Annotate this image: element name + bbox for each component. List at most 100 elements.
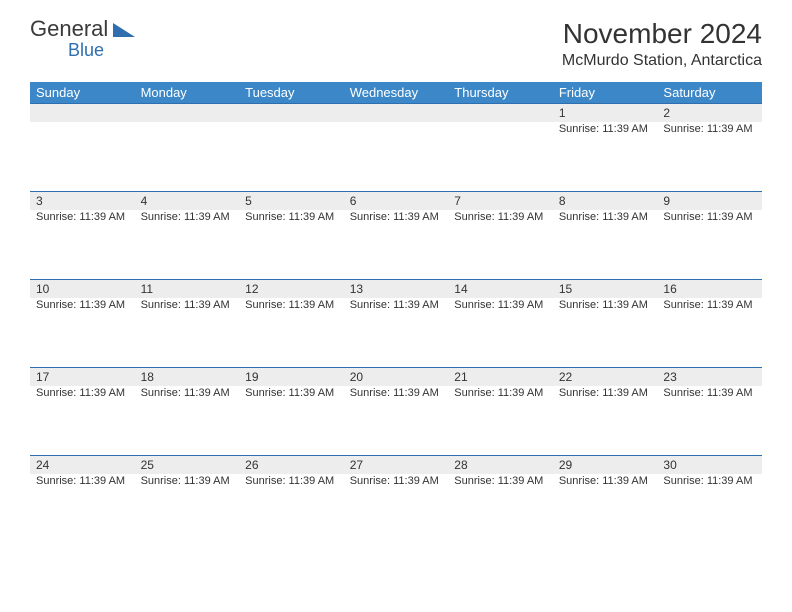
day-cell — [448, 104, 553, 191]
sunrise-event: Sunrise: 11:39 AM — [553, 122, 658, 136]
day-number: 20 — [344, 368, 449, 386]
day-header-row: Sunday Monday Tuesday Wednesday Thursday… — [30, 82, 762, 103]
day-cell: 16Sunrise: 11:39 AM — [657, 280, 762, 367]
month-title: November 2024 — [562, 18, 762, 50]
sunrise-event: Sunrise: 11:39 AM — [553, 298, 658, 312]
sunrise-event: Sunrise: 11:39 AM — [553, 210, 658, 224]
sunrise-event: Sunrise: 11:39 AM — [448, 210, 553, 224]
day-cell: 11Sunrise: 11:39 AM — [135, 280, 240, 367]
sunrise-event: Sunrise: 11:39 AM — [135, 298, 240, 312]
day-number: 7 — [448, 192, 553, 210]
day-cell: 1Sunrise: 11:39 AM — [553, 104, 658, 191]
sunrise-event: Sunrise: 11:39 AM — [239, 474, 344, 488]
day-number: 29 — [553, 456, 658, 474]
sunrise-event: Sunrise: 11:39 AM — [657, 386, 762, 400]
sunrise-event: Sunrise: 11:39 AM — [657, 122, 762, 136]
day-cell: 24Sunrise: 11:39 AM — [30, 456, 135, 543]
day-number: 3 — [30, 192, 135, 210]
sunrise-event: Sunrise: 11:39 AM — [239, 298, 344, 312]
day-number: 6 — [344, 192, 449, 210]
day-cell — [30, 104, 135, 191]
sunrise-event: Sunrise: 11:39 AM — [30, 474, 135, 488]
day-cell: 4Sunrise: 11:39 AM — [135, 192, 240, 279]
week-row: 17Sunrise: 11:39 AM18Sunrise: 11:39 AM19… — [30, 367, 762, 455]
title-block: November 2024 McMurdo Station, Antarctic… — [562, 18, 762, 70]
calendar: Sunday Monday Tuesday Wednesday Thursday… — [30, 82, 762, 543]
day-header-thu: Thursday — [448, 82, 553, 103]
sunrise-event: Sunrise: 11:39 AM — [657, 210, 762, 224]
day-cell: 5Sunrise: 11:39 AM — [239, 192, 344, 279]
sunrise-event: Sunrise: 11:39 AM — [239, 386, 344, 400]
sunrise-event: Sunrise: 11:39 AM — [553, 474, 658, 488]
sunrise-event: Sunrise: 11:39 AM — [30, 386, 135, 400]
day-number: 5 — [239, 192, 344, 210]
header: General Blue November 2024 McMurdo Stati… — [0, 0, 792, 78]
day-number: 16 — [657, 280, 762, 298]
day-number — [30, 104, 135, 122]
day-number: 10 — [30, 280, 135, 298]
day-cell: 20Sunrise: 11:39 AM — [344, 368, 449, 455]
day-number — [448, 104, 553, 122]
day-cell: 15Sunrise: 11:39 AM — [553, 280, 658, 367]
day-cell: 12Sunrise: 11:39 AM — [239, 280, 344, 367]
sunrise-event: Sunrise: 11:39 AM — [553, 386, 658, 400]
day-cell — [239, 104, 344, 191]
day-number: 25 — [135, 456, 240, 474]
day-header-fri: Friday — [553, 82, 658, 103]
day-number: 4 — [135, 192, 240, 210]
week-row: 3Sunrise: 11:39 AM4Sunrise: 11:39 AM5Sun… — [30, 191, 762, 279]
sunrise-event: Sunrise: 11:39 AM — [344, 386, 449, 400]
sunrise-event: Sunrise: 11:39 AM — [657, 474, 762, 488]
logo-text-main: General — [30, 16, 108, 41]
day-cell: 25Sunrise: 11:39 AM — [135, 456, 240, 543]
sunrise-event: Sunrise: 11:39 AM — [448, 386, 553, 400]
day-number: 19 — [239, 368, 344, 386]
day-number: 8 — [553, 192, 658, 210]
day-cell: 18Sunrise: 11:39 AM — [135, 368, 240, 455]
day-number: 30 — [657, 456, 762, 474]
sunrise-event: Sunrise: 11:39 AM — [344, 298, 449, 312]
weeks-container: 1Sunrise: 11:39 AM2Sunrise: 11:39 AM3Sun… — [30, 103, 762, 543]
day-cell: 6Sunrise: 11:39 AM — [344, 192, 449, 279]
day-number: 14 — [448, 280, 553, 298]
day-header-tue: Tuesday — [239, 82, 344, 103]
sunrise-event: Sunrise: 11:39 AM — [344, 474, 449, 488]
day-cell: 7Sunrise: 11:39 AM — [448, 192, 553, 279]
day-cell: 21Sunrise: 11:39 AM — [448, 368, 553, 455]
sunrise-event: Sunrise: 11:39 AM — [657, 298, 762, 312]
day-cell: 30Sunrise: 11:39 AM — [657, 456, 762, 543]
day-cell: 23Sunrise: 11:39 AM — [657, 368, 762, 455]
week-row: 10Sunrise: 11:39 AM11Sunrise: 11:39 AM12… — [30, 279, 762, 367]
sunrise-event: Sunrise: 11:39 AM — [30, 298, 135, 312]
day-number: 21 — [448, 368, 553, 386]
day-cell: 19Sunrise: 11:39 AM — [239, 368, 344, 455]
sunrise-event: Sunrise: 11:39 AM — [344, 210, 449, 224]
week-row: 1Sunrise: 11:39 AM2Sunrise: 11:39 AM — [30, 103, 762, 191]
logo: General Blue — [30, 18, 135, 61]
day-number: 11 — [135, 280, 240, 298]
day-header-mon: Monday — [135, 82, 240, 103]
day-cell: 29Sunrise: 11:39 AM — [553, 456, 658, 543]
day-cell — [135, 104, 240, 191]
sunrise-event: Sunrise: 11:39 AM — [135, 386, 240, 400]
day-number: 24 — [30, 456, 135, 474]
day-cell: 26Sunrise: 11:39 AM — [239, 456, 344, 543]
day-number: 22 — [553, 368, 658, 386]
sunrise-event: Sunrise: 11:39 AM — [239, 210, 344, 224]
day-header-wed: Wednesday — [344, 82, 449, 103]
day-cell: 3Sunrise: 11:39 AM — [30, 192, 135, 279]
day-number: 15 — [553, 280, 658, 298]
day-cell: 14Sunrise: 11:39 AM — [448, 280, 553, 367]
logo-text-sub: Blue — [68, 40, 135, 61]
day-cell: 27Sunrise: 11:39 AM — [344, 456, 449, 543]
week-row: 24Sunrise: 11:39 AM25Sunrise: 11:39 AM26… — [30, 455, 762, 543]
location-label: McMurdo Station, Antarctica — [562, 52, 762, 70]
day-number: 27 — [344, 456, 449, 474]
day-number: 18 — [135, 368, 240, 386]
day-cell: 10Sunrise: 11:39 AM — [30, 280, 135, 367]
day-number: 17 — [30, 368, 135, 386]
day-number: 2 — [657, 104, 762, 122]
sunrise-event: Sunrise: 11:39 AM — [135, 474, 240, 488]
day-cell: 13Sunrise: 11:39 AM — [344, 280, 449, 367]
day-header-sat: Saturday — [657, 82, 762, 103]
